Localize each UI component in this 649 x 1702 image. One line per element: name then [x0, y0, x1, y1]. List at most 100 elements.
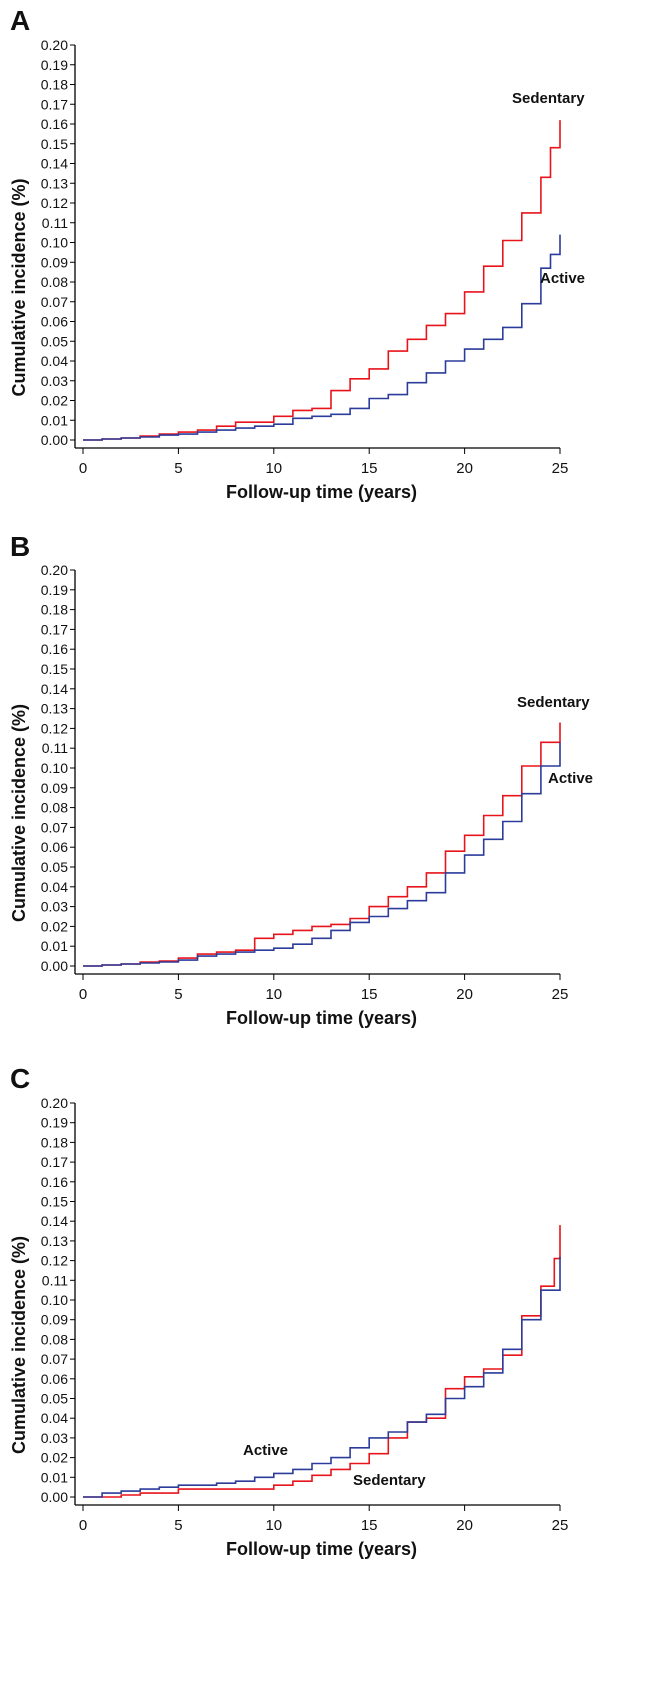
- x-tick-label: 25: [552, 460, 569, 477]
- x-tick-label: 20: [456, 1517, 473, 1534]
- y-tick-label: 0.12: [41, 720, 68, 736]
- chart-panel-b: B 0.00 0.01 0.02 0.03 0.04 0.05 0.06 0.07 0.08 0.0…: [9, 531, 593, 1028]
- series-label-sedentary: Sedentary: [353, 1472, 426, 1489]
- series-line-active: [83, 234, 561, 441]
- y-tick-label: 0.08: [41, 1331, 68, 1347]
- panel-letter: B: [10, 531, 30, 562]
- y-tick-label: 0.12: [41, 1253, 68, 1269]
- y-tick-label: 0.05: [41, 1391, 68, 1407]
- y-tick-label: 0.18: [41, 602, 68, 618]
- y-tick-label: 0.13: [41, 1233, 68, 1249]
- x-tick-label: 0: [79, 986, 87, 1003]
- y-tick-label: 0.00: [41, 1489, 68, 1505]
- y-tick-label: 0.13: [41, 701, 68, 717]
- y-tick-label: 0.20: [41, 37, 68, 53]
- y-tick-label: 0.17: [41, 96, 68, 112]
- x-tick-label: 5: [174, 1517, 182, 1534]
- x-tick-label: 0: [79, 460, 87, 477]
- y-tick-label: 0.00: [41, 958, 68, 974]
- y-tick-label: 0.10: [41, 760, 68, 776]
- x-axis-title: Follow-up time (years): [226, 1539, 417, 1559]
- x-tick-label: 20: [456, 460, 473, 477]
- y-tick-label: 0.02: [41, 393, 68, 409]
- y-tick-label: 0.05: [41, 333, 68, 349]
- y-tick-label: 0.16: [41, 641, 68, 657]
- y-axis-title: Cumulative incidence (%): [9, 1236, 29, 1454]
- x-tick-label: 15: [361, 460, 378, 477]
- series-line-active: [83, 742, 561, 967]
- x-tick-label: 15: [361, 986, 378, 1003]
- y-tick-label: 0.09: [41, 780, 68, 796]
- y-tick-label: 0.10: [41, 235, 68, 251]
- y-tick-label: 0.07: [41, 294, 68, 310]
- x-axis-title: Follow-up time (years): [226, 482, 417, 502]
- y-tick-label: 0.17: [41, 621, 68, 637]
- series-line-active: [83, 1256, 561, 1498]
- y-tick-label: 0.14: [41, 1213, 68, 1229]
- y-tick-label: 0.02: [41, 1450, 68, 1466]
- y-tick-label: 0.15: [41, 661, 68, 677]
- y-tick-label: 0.01: [41, 1469, 68, 1485]
- y-tick-label: 0.17: [41, 1154, 68, 1170]
- y-axis-title: Cumulative incidence (%): [9, 178, 29, 396]
- y-tick-label: 0.04: [41, 353, 68, 369]
- series-label-sedentary: Sedentary: [512, 90, 585, 107]
- y-tick-label: 0.16: [41, 116, 68, 132]
- x-tick-label: 10: [265, 986, 282, 1003]
- y-tick-label: 0.04: [41, 1410, 68, 1426]
- series-label-active: Active: [243, 1442, 288, 1459]
- x-tick-label: 15: [361, 1517, 378, 1534]
- x-axis-title: Follow-up time (years): [226, 1008, 417, 1028]
- y-tick-label: 0.19: [41, 1115, 68, 1131]
- y-tick-label: 0.10: [41, 1292, 68, 1308]
- y-tick-label: 0.02: [41, 918, 68, 934]
- y-tick-label: 0.06: [41, 839, 68, 855]
- y-tick-label: 0.20: [41, 562, 68, 578]
- x-tick-label: 20: [456, 986, 473, 1003]
- y-tick-label: 0.03: [41, 373, 68, 389]
- y-tick-label: 0.09: [41, 1312, 68, 1328]
- panel-letter: C: [10, 1063, 30, 1094]
- series-line-sedentary: [83, 722, 561, 967]
- series-label-sedentary: Sedentary: [517, 694, 590, 711]
- x-tick-label: 5: [174, 986, 182, 1003]
- y-tick-label: 0.01: [41, 412, 68, 428]
- y-tick-label: 0.19: [41, 57, 68, 73]
- y-tick-label: 0.19: [41, 582, 68, 598]
- y-tick-label: 0.11: [42, 1272, 68, 1288]
- y-tick-label: 0.07: [41, 819, 68, 835]
- y-tick-label: 0.12: [41, 195, 68, 211]
- y-tick-label: 0.16: [41, 1174, 68, 1190]
- series-line-sedentary: [83, 120, 561, 441]
- panel-letter: A: [10, 5, 30, 36]
- series-label-active: Active: [548, 770, 593, 787]
- y-tick-label: 0.05: [41, 859, 68, 875]
- y-tick-label: 0.14: [41, 156, 68, 172]
- y-tick-label: 0.13: [41, 175, 68, 191]
- y-tick-label: 0.20: [41, 1095, 68, 1111]
- y-tick-label: 0.18: [41, 1134, 68, 1150]
- y-tick-label: 0.15: [41, 136, 68, 152]
- x-tick-label: 5: [174, 460, 182, 477]
- series-line-sedentary: [83, 1225, 561, 1498]
- x-tick-label: 0: [79, 1517, 87, 1534]
- x-tick-label: 25: [552, 1517, 569, 1534]
- y-tick-label: 0.11: [42, 215, 68, 231]
- y-tick-label: 0.03: [41, 899, 68, 915]
- y-tick-label: 0.06: [41, 1371, 68, 1387]
- y-tick-label: 0.08: [41, 800, 68, 816]
- y-tick-label: 0.07: [41, 1351, 68, 1367]
- y-tick-label: 0.01: [41, 938, 68, 954]
- y-tick-label: 0.18: [41, 77, 68, 93]
- y-tick-label: 0.08: [41, 274, 68, 290]
- y-tick-label: 0.06: [41, 314, 68, 330]
- chart-panel-a: A 0.00 0.01 0.02 0.03 0.04 0.05 0.06 0.07 0.08 0.0…: [9, 5, 585, 502]
- y-tick-label: 0.09: [41, 254, 68, 270]
- y-tick-label: 0.04: [41, 879, 68, 895]
- y-axis-title: Cumulative incidence (%): [9, 704, 29, 922]
- y-tick-label: 0.03: [41, 1430, 68, 1446]
- x-tick-label: 10: [265, 1517, 282, 1534]
- x-tick-label: 10: [265, 460, 282, 477]
- y-tick-label: 0.15: [41, 1194, 68, 1210]
